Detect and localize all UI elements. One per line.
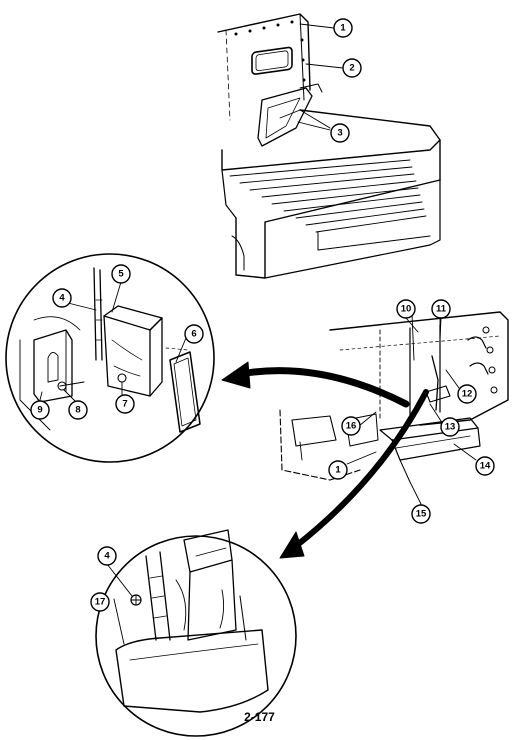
callout-9: 9	[37, 405, 42, 416]
callout-11: 11	[436, 304, 447, 315]
callout-13: 13	[445, 422, 456, 433]
callout-6: 6	[191, 329, 196, 340]
callout-3: 3	[337, 128, 342, 139]
callout-16: 16	[346, 421, 357, 432]
arrow-head-lower	[279, 531, 305, 559]
callout-14: 14	[480, 461, 491, 472]
arrow-head-upper	[221, 361, 251, 389]
callout-10: 10	[401, 304, 412, 315]
callout-8: 8	[75, 405, 80, 416]
callout-1-lower: 1	[335, 465, 341, 476]
callout-15: 15	[416, 509, 427, 520]
callout-4-lower: 4	[104, 551, 110, 562]
callout-17: 17	[95, 597, 106, 608]
callout-4-upper: 4	[59, 293, 65, 304]
callout-1-upper: 1	[340, 23, 346, 34]
callout-5: 5	[118, 269, 124, 280]
detail-circle-lower	[95, 529, 297, 737]
cargo-bed-top-view	[217, 13, 441, 279]
callout-2: 2	[349, 63, 354, 74]
leader-lines	[39, 23, 477, 645]
tailgate-area-view	[279, 307, 509, 483]
callout-12: 12	[462, 389, 473, 400]
callout-7: 7	[122, 399, 127, 410]
detail-circle-upper	[5, 253, 215, 463]
page-number: 2-177	[244, 710, 275, 724]
callout-bubbles	[30, 18, 495, 612]
detail-arrows	[236, 367, 429, 549]
